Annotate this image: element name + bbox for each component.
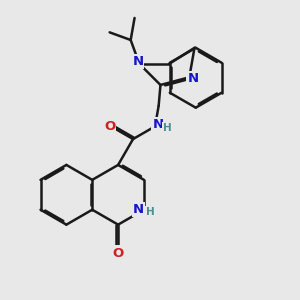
Text: O: O xyxy=(104,120,115,133)
Text: H: H xyxy=(146,207,155,217)
Text: O: O xyxy=(112,247,124,260)
Text: N: N xyxy=(187,72,199,85)
Text: N: N xyxy=(152,118,164,131)
Text: N: N xyxy=(133,203,144,216)
Text: H: H xyxy=(163,123,172,133)
Text: N: N xyxy=(132,55,143,68)
